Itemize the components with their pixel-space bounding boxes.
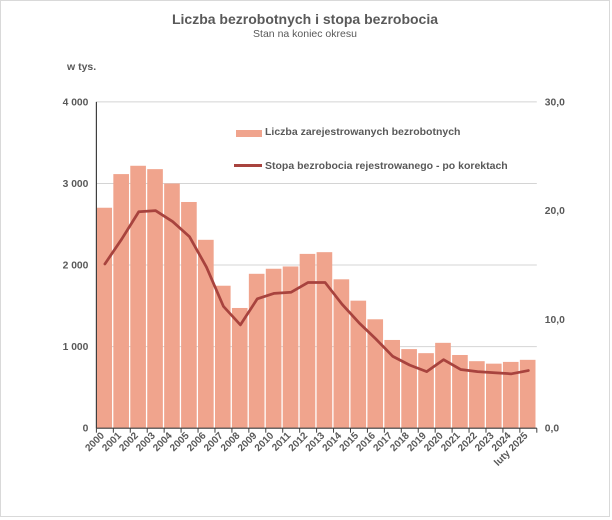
svg-text:10,0: 10,0 <box>545 315 565 326</box>
svg-text:1 000: 1 000 <box>63 342 89 353</box>
svg-text:4 000: 4 000 <box>63 97 89 108</box>
svg-text:3 000: 3 000 <box>63 179 89 190</box>
svg-text:0,0: 0,0 <box>545 424 560 435</box>
svg-text:2 000: 2 000 <box>63 261 89 272</box>
svg-text:20,0: 20,0 <box>545 206 565 217</box>
svg-text:0: 0 <box>83 424 89 435</box>
svg-text:30,0: 30,0 <box>545 97 565 108</box>
